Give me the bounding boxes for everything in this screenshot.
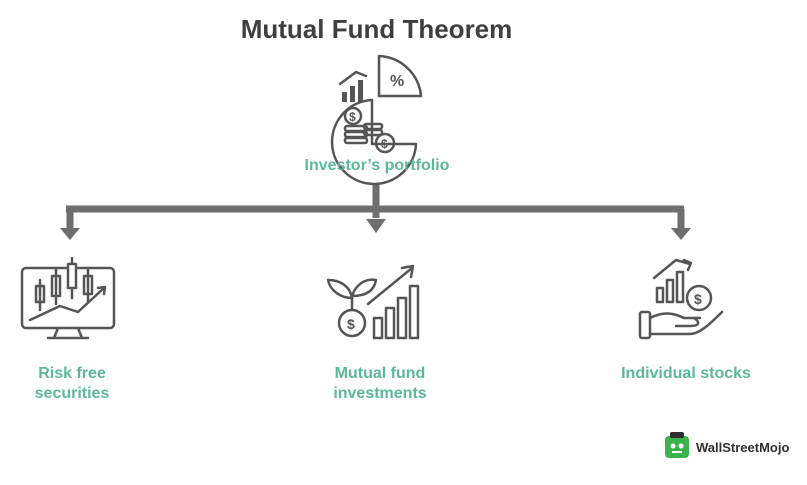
brand-name: WallStreetMojo	[696, 439, 790, 455]
leaf-label-risk-free-line1: Risk free	[38, 365, 106, 382]
tree-connectors	[66, 183, 685, 230]
leaf-label-individual-stocks: Individual stocks	[621, 365, 751, 382]
leaf-label-risk-free: Risk free securities	[12, 364, 132, 404]
monitor-candlestick-icon	[20, 256, 116, 340]
svg-text:$: $	[381, 137, 388, 151]
svg-text:$: $	[694, 291, 702, 307]
leaf-label-mutual-fund: Mutual fund investments	[305, 364, 455, 404]
hand-coin-chart-icon: $	[638, 258, 724, 340]
arrowhead-mid	[366, 219, 386, 233]
wallstreetmojo-logo-icon	[665, 432, 689, 458]
svg-text:%: %	[390, 73, 404, 90]
arrowhead-left	[60, 228, 80, 240]
portfolio-pie-icon: % $ $	[330, 54, 423, 186]
svg-text:$: $	[347, 316, 355, 332]
growing-plant-chart-icon: $	[326, 264, 420, 340]
leaf-label-risk-free-line2: securities	[34, 385, 110, 402]
leaf-label-mutual-fund-line1: Mutual fund	[334, 365, 426, 382]
leaf-label-mutual-fund-line2: investments	[333, 385, 427, 402]
arrowheads	[60, 219, 691, 240]
diagram-title: Mutual Fund Theorem	[240, 14, 513, 44]
svg-text:$: $	[349, 110, 356, 124]
root-node-label: Investor’s portfolio	[304, 157, 450, 174]
brand-logo: WallStreetMojo	[664, 432, 789, 462]
arrowhead-right	[671, 228, 691, 240]
